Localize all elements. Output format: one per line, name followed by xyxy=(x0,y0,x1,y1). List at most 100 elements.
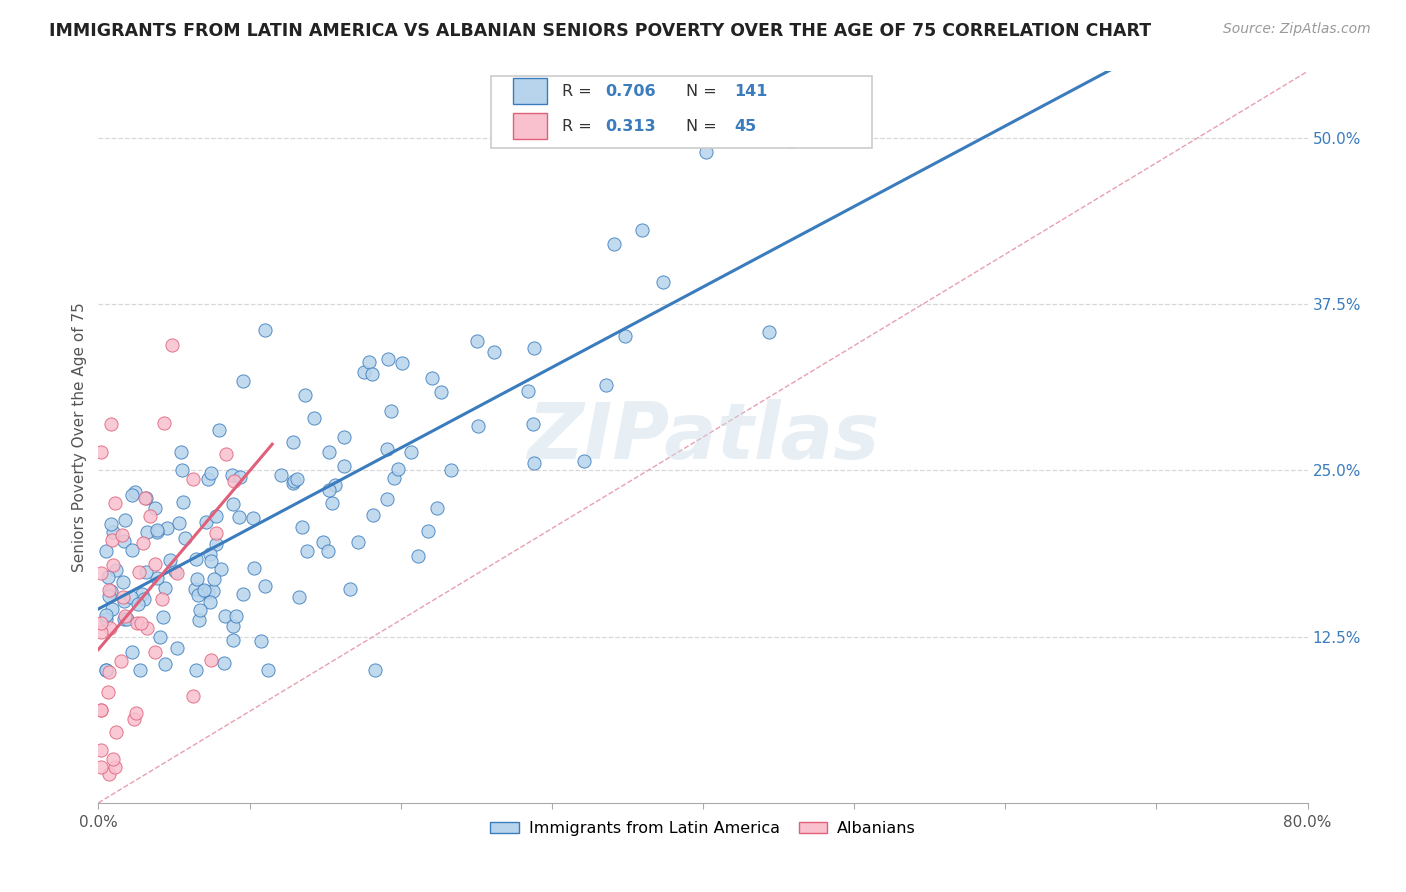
Point xyxy=(399,445,422,459)
Point xyxy=(167,516,190,530)
Point xyxy=(429,384,451,399)
Point xyxy=(101,558,124,572)
Point xyxy=(250,634,273,648)
Point xyxy=(202,572,225,586)
Text: IMMIGRANTS FROM LATIN AMERICA VS ALBANIAN SENIORS POVERTY OVER THE AGE OF 75 COR: IMMIGRANTS FROM LATIN AMERICA VS ALBANIA… xyxy=(49,22,1152,40)
Point xyxy=(112,594,135,608)
Point xyxy=(291,520,314,534)
Point xyxy=(382,471,405,485)
Text: 0.313: 0.313 xyxy=(605,119,655,134)
Point xyxy=(361,508,384,522)
Point xyxy=(90,702,112,716)
Point xyxy=(134,591,156,606)
Point xyxy=(197,473,219,487)
Point xyxy=(201,583,224,598)
Point xyxy=(98,582,121,597)
Point xyxy=(418,524,440,538)
Point xyxy=(131,616,153,631)
Point xyxy=(145,524,167,538)
Point xyxy=(253,323,276,337)
Point xyxy=(228,510,250,524)
Point xyxy=(360,367,382,381)
Point xyxy=(103,760,125,774)
Point xyxy=(391,356,413,370)
Point xyxy=(112,574,135,589)
Point xyxy=(181,472,204,486)
Point xyxy=(603,237,626,252)
Point xyxy=(152,609,174,624)
Point xyxy=(281,434,304,449)
Point xyxy=(200,466,222,480)
Point xyxy=(100,516,122,531)
Point xyxy=(135,621,157,635)
Point xyxy=(380,404,402,418)
Point xyxy=(172,495,194,509)
Point xyxy=(375,442,398,456)
Point xyxy=(232,374,254,388)
Point xyxy=(283,474,305,488)
Point xyxy=(321,496,343,510)
Point xyxy=(224,474,246,488)
Point xyxy=(215,447,238,461)
Point xyxy=(214,608,236,623)
Point xyxy=(127,615,149,630)
Point xyxy=(187,588,209,602)
Point xyxy=(522,417,544,431)
Point xyxy=(110,654,132,668)
Point xyxy=(695,145,717,159)
Point xyxy=(155,657,177,672)
Point xyxy=(257,663,280,677)
Point xyxy=(101,533,124,547)
Point xyxy=(377,492,399,507)
Point xyxy=(146,571,169,585)
Point xyxy=(114,609,136,624)
Point xyxy=(205,526,228,541)
Point xyxy=(132,536,155,550)
FancyBboxPatch shape xyxy=(513,78,547,104)
Point xyxy=(90,624,112,639)
Point xyxy=(465,334,488,348)
Point xyxy=(101,601,124,615)
Point xyxy=(285,472,308,486)
Point xyxy=(129,663,152,677)
Point xyxy=(97,685,120,699)
Point xyxy=(139,508,162,523)
Text: 45: 45 xyxy=(734,119,756,134)
Point xyxy=(90,743,112,757)
Point xyxy=(135,565,157,579)
Point xyxy=(339,582,361,596)
Point xyxy=(517,384,540,399)
Point xyxy=(184,582,207,596)
Point xyxy=(225,608,247,623)
Point xyxy=(184,552,207,566)
Point xyxy=(205,537,228,551)
Point xyxy=(651,275,673,289)
Point xyxy=(288,591,311,605)
Point xyxy=(197,585,219,599)
Point xyxy=(160,338,183,352)
Point xyxy=(156,521,179,535)
Point xyxy=(311,535,333,549)
Point xyxy=(193,583,215,598)
Point xyxy=(100,584,122,599)
Point xyxy=(316,544,339,558)
Point xyxy=(121,645,143,659)
Text: 141: 141 xyxy=(734,84,768,99)
Point xyxy=(186,572,208,586)
Point xyxy=(90,760,112,774)
Point xyxy=(94,612,117,626)
Point xyxy=(112,612,135,626)
Point xyxy=(104,563,127,577)
Point xyxy=(295,543,318,558)
Point xyxy=(127,597,149,611)
Point xyxy=(333,458,356,473)
Point xyxy=(631,223,654,237)
Point xyxy=(387,462,409,476)
Text: ZIPatlas: ZIPatlas xyxy=(527,399,879,475)
Point xyxy=(94,544,117,558)
Point xyxy=(346,534,368,549)
Point xyxy=(484,345,506,359)
Point xyxy=(357,355,380,369)
Point xyxy=(195,516,218,530)
Point xyxy=(143,645,166,659)
